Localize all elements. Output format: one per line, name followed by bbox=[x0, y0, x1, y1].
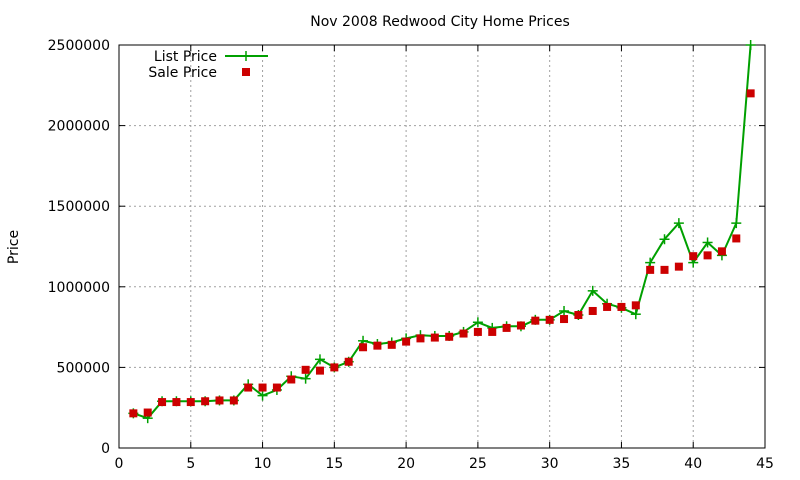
sale-price-point bbox=[516, 321, 525, 330]
series-layer bbox=[128, 40, 756, 424]
legend-marker-list-price bbox=[241, 51, 251, 61]
legend-label-sale-price: Sale Price bbox=[148, 65, 217, 81]
x-tick-label: 5 bbox=[186, 456, 195, 472]
legend-marker-sale-price bbox=[242, 68, 250, 76]
sale-price-point bbox=[387, 340, 396, 349]
x-tick-label: 25 bbox=[469, 456, 487, 472]
list-price-point bbox=[673, 218, 684, 229]
grid-lines bbox=[119, 45, 765, 448]
y-tick-label: 2500000 bbox=[48, 38, 110, 54]
x-tick-label: 15 bbox=[325, 456, 343, 472]
y-axis-label: Price bbox=[6, 230, 22, 264]
sale-price-point bbox=[646, 265, 655, 274]
sale-price-point bbox=[617, 302, 626, 311]
sale-price-point bbox=[258, 383, 267, 392]
sale-price-point bbox=[373, 341, 382, 350]
sale-price-point bbox=[488, 327, 497, 336]
sale-price-point bbox=[158, 398, 167, 407]
sale-price-point bbox=[359, 343, 368, 352]
sale-price-point bbox=[689, 252, 698, 261]
sale-price-point bbox=[660, 265, 669, 274]
y-tick-label: 500000 bbox=[57, 360, 110, 376]
sale-price-point bbox=[172, 398, 181, 407]
sale-price-point bbox=[560, 315, 569, 324]
y-tick-label: 1000000 bbox=[48, 280, 110, 296]
y-tick-label: 2000000 bbox=[48, 119, 110, 135]
sale-price-point bbox=[315, 366, 324, 375]
sale-price-point bbox=[330, 363, 339, 372]
tick-labels: 0 5 10 15 20 25 30 35 40 45 0 500000 1000000 1500000 2… bbox=[48, 38, 774, 472]
sale-price-point bbox=[445, 332, 454, 341]
list-price-point bbox=[559, 305, 570, 316]
sale-price-point bbox=[186, 398, 195, 407]
sale-price-point bbox=[416, 334, 425, 343]
sale-price-point bbox=[473, 327, 482, 336]
sale-price-point bbox=[545, 315, 554, 324]
sale-price-point bbox=[301, 365, 310, 374]
sale-price-point bbox=[272, 383, 281, 392]
sale-price-point bbox=[344, 357, 353, 366]
axis-ticks bbox=[118, 44, 766, 449]
list-price-point bbox=[300, 373, 311, 384]
sale-price-point bbox=[229, 396, 238, 405]
chart-title: Nov 2008 Redwood City Home Prices bbox=[310, 14, 570, 30]
x-tick-label: 0 bbox=[115, 456, 124, 472]
x-tick-label: 30 bbox=[541, 456, 559, 472]
sale-price-point bbox=[459, 329, 468, 338]
sale-price-point bbox=[502, 323, 511, 332]
x-tick-label: 45 bbox=[756, 456, 774, 472]
sale-price-point bbox=[631, 301, 640, 310]
sale-price-point bbox=[746, 89, 755, 98]
sale-price-point bbox=[531, 316, 540, 325]
sale-price-point bbox=[402, 337, 411, 346]
list-price-point bbox=[659, 234, 670, 245]
plot-border bbox=[118, 44, 766, 449]
x-tick-label: 35 bbox=[613, 456, 631, 472]
y-tick-label: 0 bbox=[101, 441, 110, 457]
list-price-point bbox=[314, 354, 325, 365]
series-line-list-price bbox=[133, 44, 752, 420]
list-price-point bbox=[257, 390, 268, 401]
list-price-point bbox=[731, 218, 742, 229]
sale-price-point bbox=[574, 311, 583, 320]
sale-price-point bbox=[703, 251, 712, 260]
sale-price-point bbox=[430, 333, 439, 342]
list-price-point bbox=[587, 285, 598, 296]
x-tick-label: 20 bbox=[397, 456, 415, 472]
sale-price-point bbox=[244, 383, 253, 392]
sale-price-point bbox=[603, 302, 612, 311]
sale-price-point bbox=[732, 234, 741, 243]
sale-price-point bbox=[129, 409, 138, 418]
list-price-point bbox=[630, 309, 641, 320]
sale-price-point bbox=[215, 396, 224, 405]
sale-price-point bbox=[201, 397, 210, 406]
sale-price-point bbox=[588, 306, 597, 315]
list-price-point bbox=[472, 317, 483, 328]
x-tick-label: 10 bbox=[254, 456, 272, 472]
list-price-point bbox=[745, 40, 756, 50]
list-price-point bbox=[702, 237, 713, 248]
legend: List Price Sale Price bbox=[148, 49, 268, 81]
legend-label-list-price: List Price bbox=[154, 49, 217, 65]
x-tick-label: 40 bbox=[684, 456, 702, 472]
y-tick-label: 1500000 bbox=[48, 199, 110, 215]
sale-price-point bbox=[143, 408, 152, 417]
sale-price-point bbox=[287, 375, 296, 384]
sale-price-point bbox=[717, 247, 726, 256]
sale-price-point bbox=[674, 262, 683, 271]
